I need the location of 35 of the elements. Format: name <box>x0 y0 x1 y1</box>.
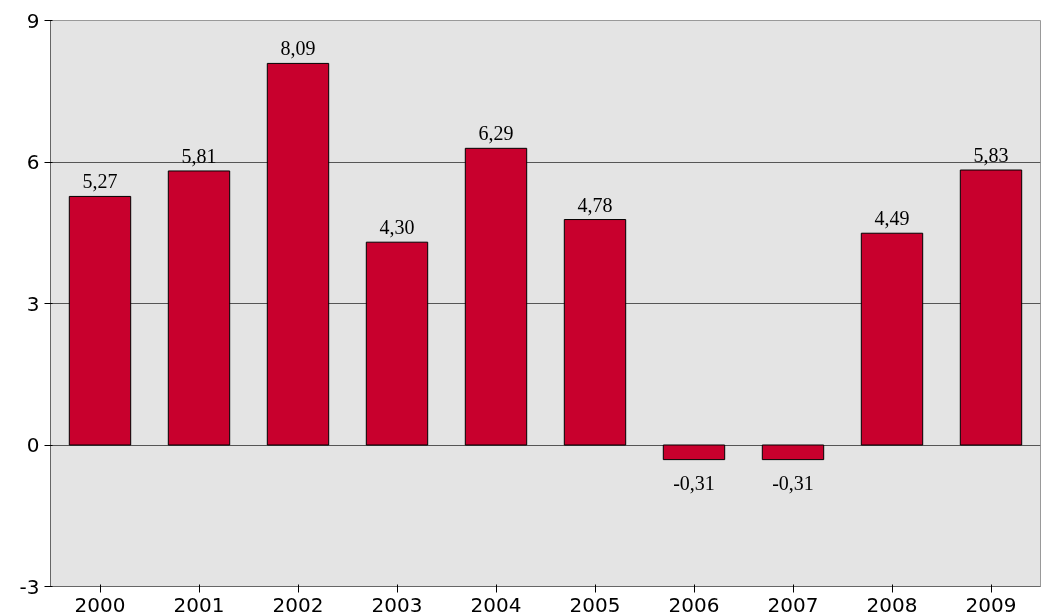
y-tick-label: 9 <box>26 8 40 33</box>
data-label: 4,49 <box>874 207 910 230</box>
data-label: -0,31 <box>673 471 715 494</box>
data-label: 5,81 <box>181 144 217 167</box>
data-label: 8,09 <box>280 37 316 60</box>
bar <box>860 232 924 446</box>
x-tick-label: 2003 <box>371 592 423 614</box>
bar <box>464 147 528 446</box>
data-label: 4,78 <box>577 193 613 216</box>
bar <box>167 170 231 446</box>
bar <box>662 444 726 461</box>
data-label: 5,83 <box>973 144 1009 167</box>
y-tick-label: 0 <box>26 433 40 457</box>
bar <box>959 169 1023 446</box>
data-label: -0,31 <box>772 471 814 494</box>
data-label: 4,30 <box>379 216 415 239</box>
bar <box>365 241 429 446</box>
bar <box>563 219 627 446</box>
data-label: 6,29 <box>478 122 514 145</box>
bar <box>68 195 132 446</box>
data-label: 5,27 <box>82 170 118 193</box>
x-tick-label: 2009 <box>965 592 1017 614</box>
x-tick-label: 2004 <box>470 592 522 614</box>
x-tick-label: 2007 <box>767 592 819 614</box>
y-tick-label: 6 <box>26 150 40 174</box>
x-tick-label: 2000 <box>74 592 126 614</box>
x-tick-label: 2005 <box>569 592 621 614</box>
x-tick-label: 2006 <box>668 592 720 614</box>
x-tick-label: 2008 <box>866 592 918 614</box>
y-tick-label: -3 <box>19 574 40 599</box>
y-tick-label: 3 <box>26 291 40 316</box>
x-tick-label: 2001 <box>173 592 225 614</box>
bar <box>761 444 825 461</box>
x-tick-label: 2002 <box>272 592 324 614</box>
bar <box>266 62 330 446</box>
